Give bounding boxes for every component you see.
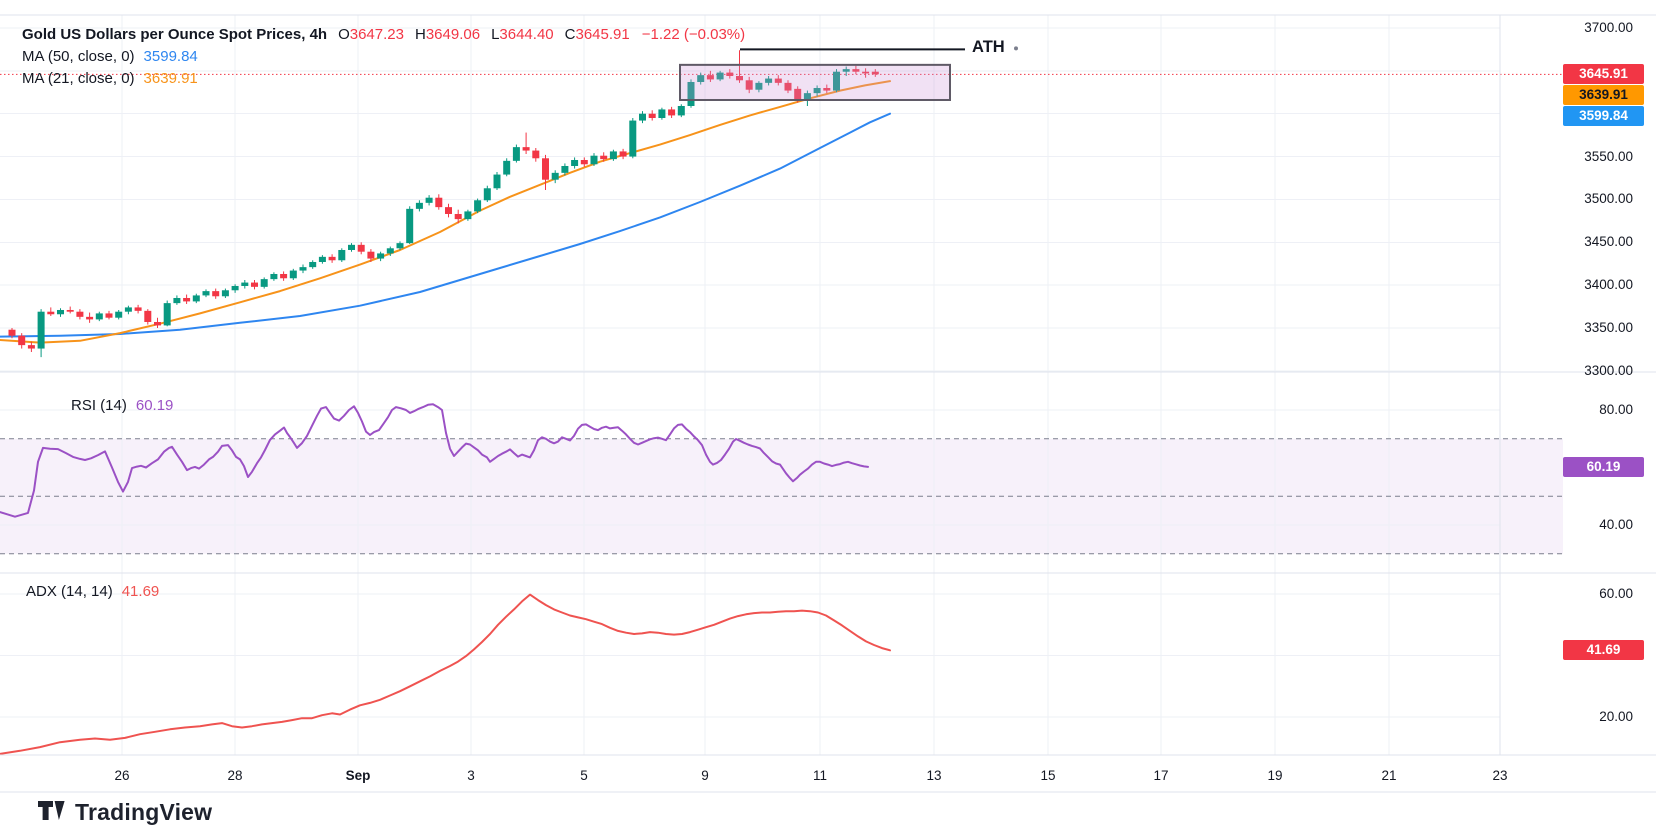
price-axis-label: 3450.00 [1584, 234, 1633, 250]
time-axis-label: 3 [467, 768, 475, 783]
time-axis-label: 28 [227, 768, 243, 783]
adx-label: ADX (14, 14) [26, 583, 113, 600]
symbol-title: Gold US Dollars per Ounce Spot Prices, 4… [22, 26, 328, 43]
time-axis-label: 15 [1040, 768, 1056, 783]
ma21-value-badge: 3639.91 [1563, 85, 1644, 106]
time-axis-label: 5 [580, 768, 588, 783]
tradingview-logo-text: TradingView [75, 799, 213, 825]
rsi-axis-label: 40.00 [1599, 517, 1633, 532]
adx-axis-label: 60.00 [1599, 586, 1633, 601]
rsi-legend-row[interactable]: RSI (14) 60.19 [71, 397, 173, 419]
adx-legend-row[interactable]: ADX (14, 14) 41.69 [26, 583, 159, 605]
main-legend: Gold US Dollars per Ounce Spot Prices, 4… [22, 26, 745, 92]
ohlc-close: C3645.91 [564, 26, 630, 43]
rsi-label: RSI (14) [71, 397, 127, 414]
ohlc-low: L3644.40 [491, 26, 554, 43]
current-price-badge: 3645.91 [1563, 64, 1644, 85]
ma50-legend-row[interactable]: MA (50, close, 0) 3599.84 [22, 48, 745, 70]
price-axis-label: 3400.00 [1584, 277, 1633, 293]
ohlc-high: H3649.06 [414, 26, 481, 43]
adx-axis-label: 20.00 [1599, 709, 1633, 724]
price-axis-label: 3700.00 [1584, 20, 1633, 35]
tradingview-icon [38, 800, 65, 820]
time-axis-label: 19 [1267, 768, 1283, 783]
time-axis-label: 11 [812, 768, 828, 783]
price-change: −1.22 (−0.03%) [641, 26, 746, 43]
rsi-value: 60.19 [135, 397, 174, 414]
time-axis-label: 17 [1153, 768, 1169, 783]
rsi-axis-label: 80.00 [1599, 402, 1633, 417]
tradingview-logo[interactable]: TradingView [38, 799, 212, 826]
time-axis-label: Sep [345, 768, 371, 783]
ma21-value: 3639.91 [143, 70, 198, 87]
ma50-value-badge: 3599.84 [1563, 106, 1644, 127]
adx-value-badge: 41.69 [1563, 640, 1644, 661]
price-axis-label: 3350.00 [1584, 319, 1633, 335]
rsi-value-badge: 60.19 [1563, 456, 1644, 477]
ma50-label: MA (50, close, 0) [22, 48, 135, 65]
time-axis-label: 9 [701, 768, 709, 783]
ma21-label: MA (21, close, 0) [22, 70, 135, 87]
ma50-value: 3599.84 [143, 48, 198, 65]
time-axis-label: 26 [114, 768, 130, 783]
symbol-legend-row[interactable]: Gold US Dollars per Ounce Spot Prices, 4… [22, 26, 745, 48]
adx-value: 41.69 [121, 583, 160, 600]
ath-annotation-label: ATH [972, 38, 1005, 57]
time-axis-label: 13 [926, 768, 942, 783]
price-axis-label: 3550.00 [1584, 148, 1633, 164]
time-axis-label: 23 [1492, 768, 1508, 783]
ohlc-open: O3647.23 [338, 26, 404, 43]
ma21-legend-row[interactable]: MA (21, close, 0) 3639.91 [22, 70, 745, 92]
price-axis-label: 3300.00 [1584, 362, 1633, 378]
price-axis-label: 3500.00 [1584, 191, 1633, 207]
time-axis-label: 21 [1381, 768, 1397, 783]
